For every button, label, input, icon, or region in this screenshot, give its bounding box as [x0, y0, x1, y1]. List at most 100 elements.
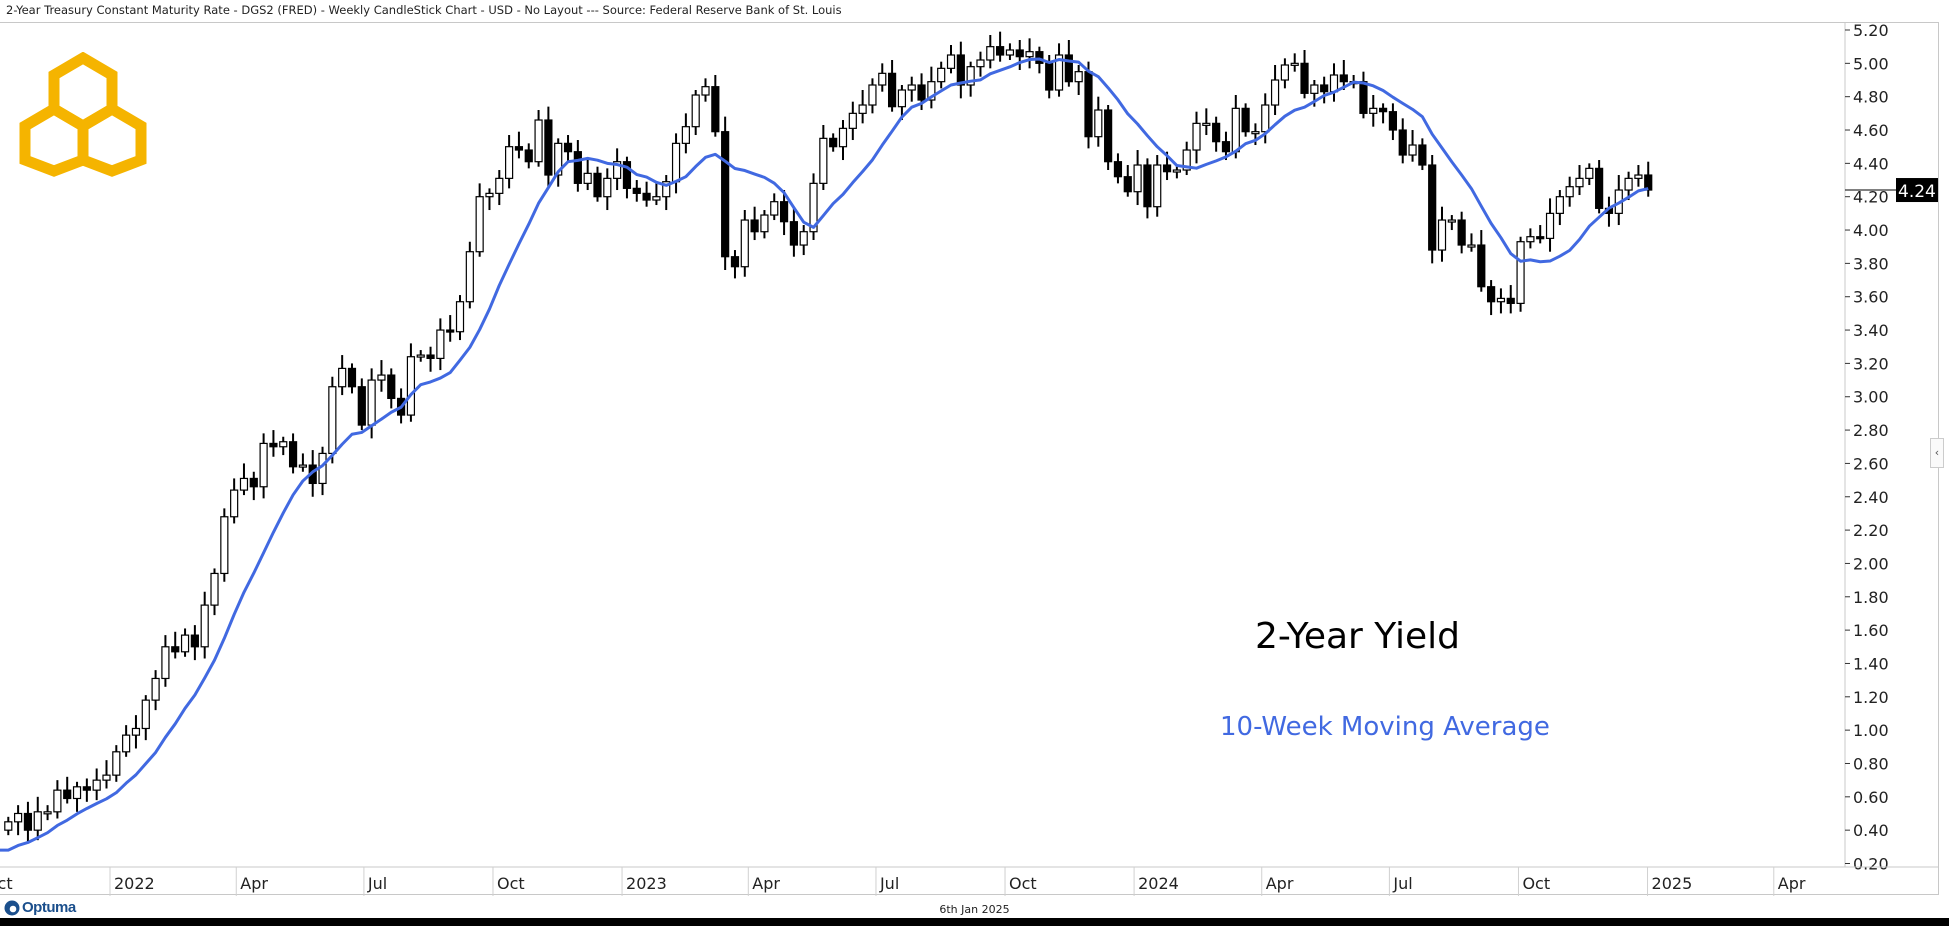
candle[interactable] — [691, 90, 700, 136]
candle[interactable] — [937, 61, 946, 89]
candle[interactable] — [151, 670, 160, 711]
candle[interactable] — [43, 805, 52, 821]
candle[interactable] — [563, 135, 573, 162]
candle[interactable] — [1339, 60, 1348, 91]
candle[interactable] — [82, 778, 91, 802]
candle[interactable] — [72, 781, 82, 812]
candle[interactable] — [642, 181, 651, 207]
candle[interactable] — [1477, 230, 1486, 292]
candle[interactable] — [475, 183, 484, 257]
candle[interactable] — [239, 463, 249, 496]
candle[interactable] — [1025, 38, 1034, 69]
candle[interactable] — [514, 131, 524, 159]
candle[interactable] — [750, 206, 759, 241]
candle[interactable] — [1084, 61, 1093, 149]
candle[interactable] — [966, 61, 975, 97]
candle[interactable] — [946, 45, 956, 74]
candle[interactable] — [819, 125, 828, 191]
candle[interactable] — [200, 591, 209, 659]
candle[interactable] — [446, 315, 455, 342]
candle[interactable] — [544, 106, 553, 189]
candle[interactable] — [249, 471, 258, 501]
candle[interactable] — [976, 51, 985, 77]
candle[interactable] — [868, 78, 877, 114]
candle[interactable] — [495, 170, 504, 206]
candle[interactable] — [436, 318, 445, 371]
candle[interactable] — [1280, 58, 1289, 89]
candle[interactable] — [1526, 228, 1535, 249]
candle[interactable] — [171, 631, 180, 659]
candle[interactable] — [1634, 165, 1643, 187]
candlestick-chart[interactable]: 5.20 5.00 4.80 4.60 4.40 4.20 4.00 3.80 3.60 3.40… — [0, 23, 1939, 896]
candle[interactable] — [1172, 165, 1181, 179]
candle[interactable] — [1329, 63, 1339, 102]
candle[interactable] — [318, 446, 327, 496]
candle[interactable] — [161, 635, 170, 687]
candle[interactable] — [210, 568, 219, 616]
candle[interactable] — [652, 181, 661, 206]
candle[interactable] — [1555, 190, 1564, 226]
candle[interactable] — [1270, 65, 1280, 116]
candle[interactable] — [190, 625, 199, 661]
candle[interactable] — [524, 143, 533, 169]
candle[interactable] — [1143, 158, 1152, 219]
candle[interactable] — [534, 110, 543, 167]
candle[interactable] — [180, 628, 190, 657]
candle[interactable] — [878, 63, 887, 92]
candle[interactable] — [858, 90, 867, 124]
candle[interactable] — [14, 805, 23, 836]
candle[interactable] — [1428, 155, 1437, 264]
candle[interactable] — [1565, 176, 1574, 207]
candle[interactable] — [613, 148, 622, 191]
candle[interactable] — [1575, 165, 1584, 196]
candle[interactable] — [1457, 211, 1466, 254]
candle[interactable] — [1378, 103, 1388, 124]
candle[interactable] — [1418, 138, 1427, 171]
candle[interactable] — [23, 801, 33, 842]
candle[interactable] — [357, 378, 366, 431]
candle[interactable] — [789, 206, 798, 257]
candle[interactable] — [740, 210, 749, 277]
candle[interactable] — [1487, 280, 1496, 316]
candle[interactable] — [1516, 236, 1525, 312]
candle[interactable] — [416, 350, 425, 362]
candle[interactable] — [131, 715, 141, 749]
candle[interactable] — [230, 478, 239, 524]
candle[interactable] — [1104, 105, 1113, 171]
candle[interactable] — [1536, 225, 1545, 244]
candle[interactable] — [662, 175, 671, 211]
candle[interactable] — [554, 138, 563, 187]
candle[interactable] — [1153, 155, 1162, 217]
candle[interactable] — [53, 780, 62, 819]
candle[interactable] — [1094, 96, 1103, 147]
candle[interactable] — [220, 508, 229, 582]
candle[interactable] — [770, 193, 779, 221]
candle[interactable] — [809, 173, 818, 241]
candle[interactable] — [122, 725, 131, 757]
candle[interactable] — [387, 368, 396, 409]
candle[interactable] — [1212, 116, 1221, 152]
chevron-left-icon[interactable]: ‹ — [1930, 438, 1944, 468]
candle[interactable] — [102, 760, 111, 789]
candle[interactable] — [141, 695, 150, 741]
candle[interactable] — [1437, 206, 1447, 262]
candle[interactable] — [1447, 215, 1456, 231]
candle[interactable] — [426, 346, 435, 372]
candle[interactable] — [996, 31, 1005, 62]
candle[interactable] — [1015, 40, 1024, 71]
candle[interactable] — [956, 41, 965, 99]
candle[interactable] — [1359, 71, 1368, 119]
candle[interactable] — [1320, 76, 1329, 104]
candle[interactable] — [986, 35, 995, 69]
candle[interactable] — [377, 360, 386, 392]
candle[interactable] — [848, 101, 857, 141]
candle[interactable] — [838, 120, 848, 161]
candle[interactable] — [63, 776, 72, 804]
candle[interactable] — [1624, 171, 1633, 201]
candle[interactable] — [1496, 288, 1506, 314]
candle[interactable] — [721, 116, 730, 271]
candle[interactable] — [4, 816, 13, 836]
candle[interactable] — [593, 166, 602, 202]
candle[interactable] — [1388, 103, 1398, 141]
candle[interactable] — [1398, 118, 1407, 164]
